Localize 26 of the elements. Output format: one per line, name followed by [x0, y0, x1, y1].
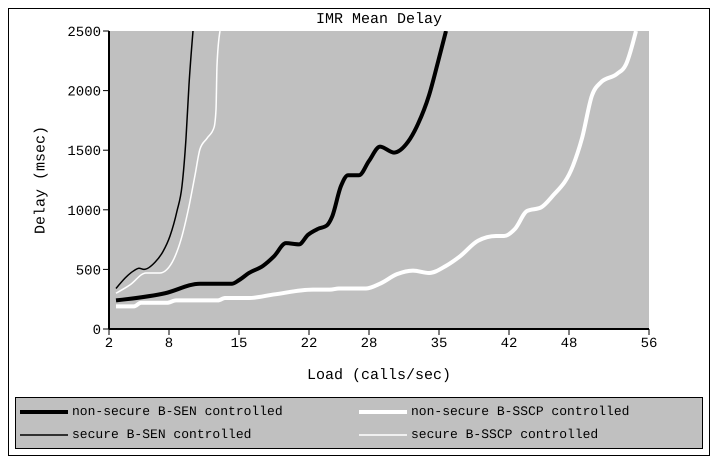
legend-label: non-secure B-SEN controlled — [72, 404, 283, 419]
y-tick-label: 1000 — [67, 204, 101, 220]
y-tick-label: 1500 — [67, 144, 101, 160]
y-tick-label: 2500 — [67, 24, 101, 41]
x-tick-label: 2 — [104, 336, 114, 352]
x-tick-label: 35 — [430, 336, 448, 352]
x-tick-label: 48 — [560, 336, 578, 352]
x-tick-label: 28 — [360, 336, 378, 352]
line-series — [115, 31, 221, 294]
line-series — [114, 31, 638, 308]
x-tick-label: 42 — [500, 336, 518, 352]
x-tick-label: 56 — [640, 336, 658, 352]
line-series — [115, 31, 194, 290]
y-tick-label: 2000 — [67, 84, 101, 101]
legend-label: secure B-SEN controlled — [72, 427, 252, 442]
x-tick-label: 8 — [164, 336, 174, 352]
x-axis-title: Load (calls/sec) — [306, 367, 452, 384]
x-tick-label: 15 — [230, 336, 248, 352]
y-tick-label: 0 — [92, 322, 101, 339]
y-axis-title: Delay (msec) — [32, 126, 50, 234]
x-tick-label: 22 — [300, 336, 318, 352]
legend-label: non-secure B-SSCP controlled — [411, 404, 630, 419]
line-series — [114, 31, 448, 302]
chart-title: IMR Mean Delay — [314, 11, 444, 28]
y-tick-label: 500 — [76, 263, 101, 280]
legend-label: secure B-SSCP controlled — [411, 427, 598, 442]
